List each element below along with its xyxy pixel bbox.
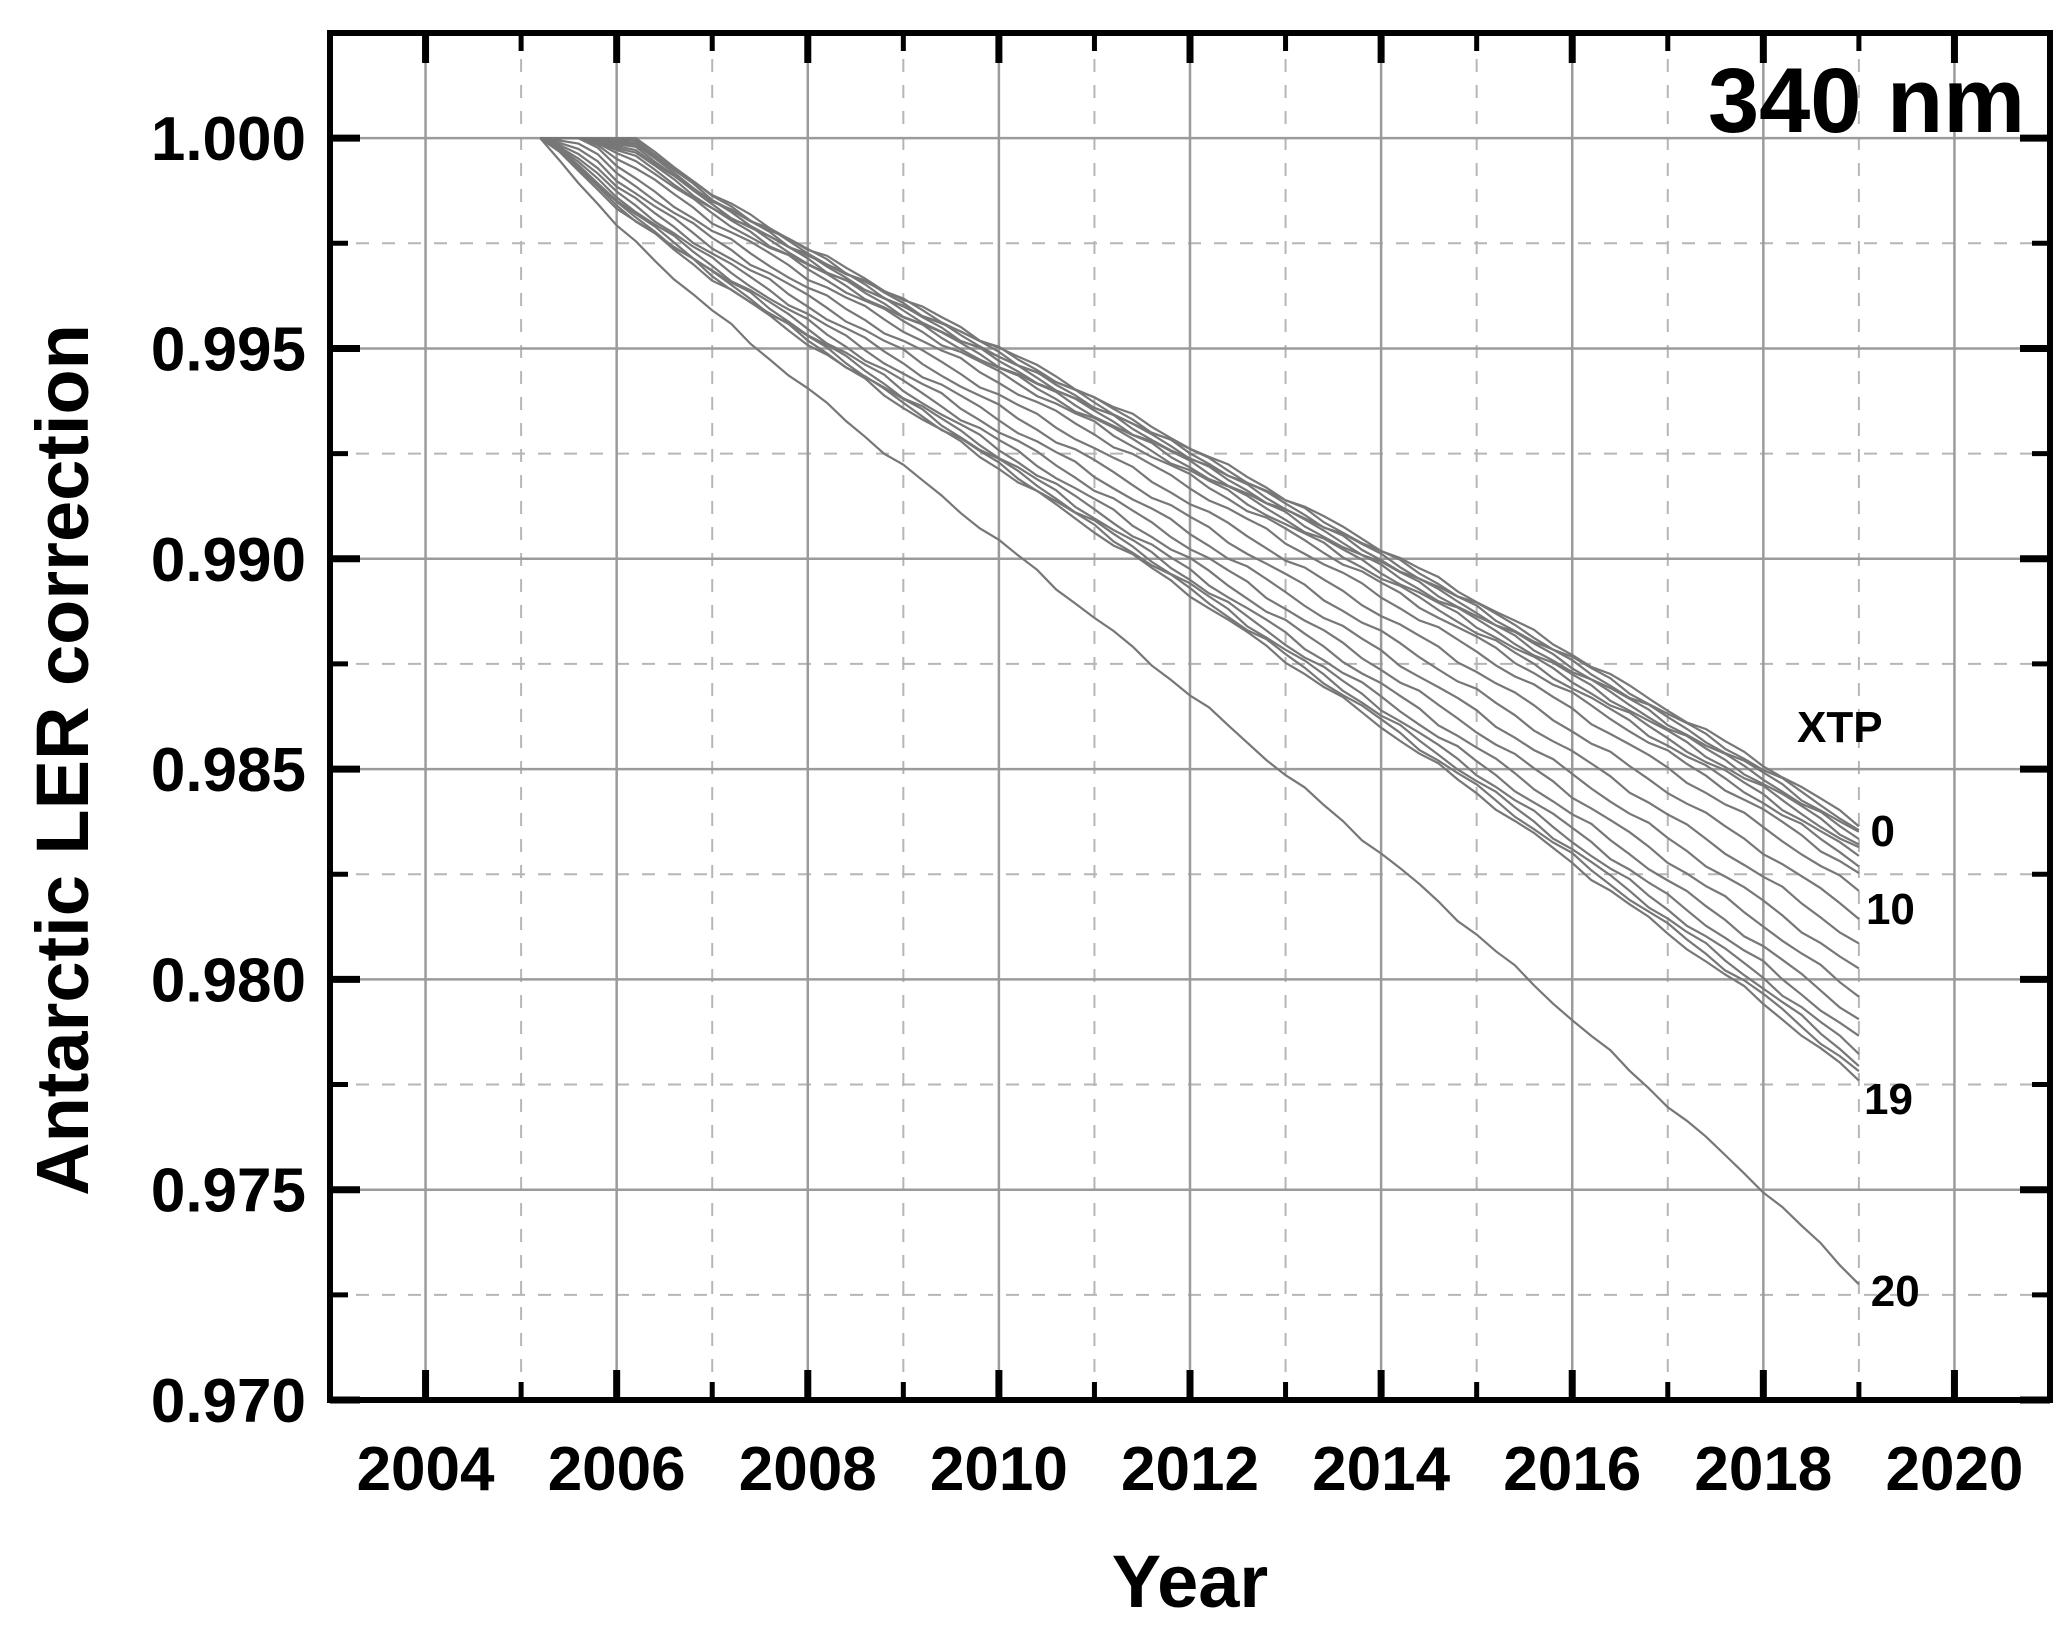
xtp-curve-2 [540, 137, 1860, 833]
xtp-curve-9 [540, 137, 1860, 892]
x-tick-label: 2014 [1312, 1435, 1450, 1504]
y-tick-label: 0.975 [151, 1157, 306, 1226]
x-tick-label: 2008 [739, 1435, 877, 1504]
xtp-curve-11 [540, 137, 1860, 945]
xtp-curve-6 [540, 137, 1860, 857]
curves-layer [539, 137, 1860, 1286]
y-tick-label: 0.990 [151, 526, 306, 595]
xtp-curve-19 [539, 137, 1860, 1082]
xtp-curve-label-19: 19 [1864, 1075, 1913, 1124]
x-tick-label: 2010 [930, 1435, 1068, 1504]
xtp-curve-20 [539, 137, 1860, 1286]
y-tick-label: 0.995 [151, 315, 306, 384]
xtp-curve-10 [540, 137, 1860, 920]
xtp-curve-12 [539, 137, 1860, 970]
xtp-curve-14 [539, 137, 1860, 1021]
plot-frame [327, 30, 2053, 1403]
y-tick-label: 0.980 [151, 946, 306, 1015]
grid-major-layer [330, 33, 2050, 1400]
xtp-curve-label-0: 0 [1871, 807, 1895, 856]
x-tick-label: 2016 [1503, 1435, 1641, 1504]
xtp-curve-7 [540, 137, 1860, 868]
xtp-legend-title: XTP [1797, 703, 1883, 752]
xtp-curve-16 [539, 137, 1860, 1055]
x-tick-label: 2018 [1694, 1435, 1832, 1504]
x-tick-label: 2020 [1885, 1435, 2023, 1504]
labels-layer: 2004 2006 2008 2010 2012 2014 2016 2018 20201.00… [151, 105, 2024, 1504]
x-tick-label: 2012 [1121, 1435, 1259, 1504]
y-tick-label: 0.970 [151, 1367, 306, 1436]
x-tick-label: 2006 [548, 1435, 686, 1504]
y-tick-label: 1.000 [151, 105, 306, 174]
xtp-curve-13 [539, 137, 1860, 998]
x-tick-label: 2004 [357, 1435, 495, 1504]
xtp-curve-8 [540, 137, 1860, 875]
xtp-curve-label-10: 10 [1866, 885, 1915, 934]
wavelength-annotation: 340 nm [1708, 50, 2025, 152]
x-axis-title: Year [1112, 1540, 1268, 1623]
xtp-curve-15 [539, 137, 1860, 1037]
xtp-curve-label-20: 20 [1871, 1267, 1920, 1316]
y-axis-title: Antarctic LER correction [21, 324, 104, 1196]
y-tick-label: 0.985 [151, 736, 306, 805]
